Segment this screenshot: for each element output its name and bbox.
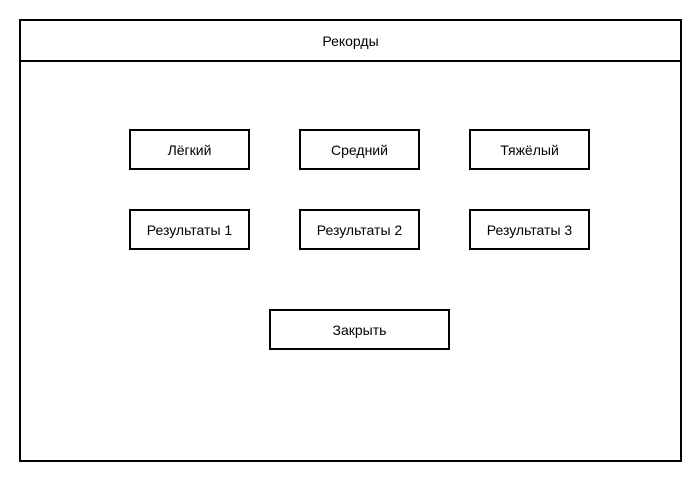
hard-difficulty-button[interactable]: Тяжёлый — [469, 129, 590, 170]
window-title: Рекорды — [322, 32, 379, 49]
window-title-bar: Рекорды — [21, 21, 680, 62]
records-window: Рекорды Лёгкий Средний Тяжёлый Результат… — [19, 19, 682, 462]
results-2-button[interactable]: Результаты 2 — [299, 209, 420, 250]
results-3-button[interactable]: Результаты 3 — [469, 209, 590, 250]
results-1-button[interactable]: Результаты 1 — [129, 209, 250, 250]
medium-difficulty-button[interactable]: Средний — [299, 129, 420, 170]
easy-difficulty-button[interactable]: Лёгкий — [129, 129, 250, 170]
close-button[interactable]: Закрыть — [269, 309, 450, 350]
